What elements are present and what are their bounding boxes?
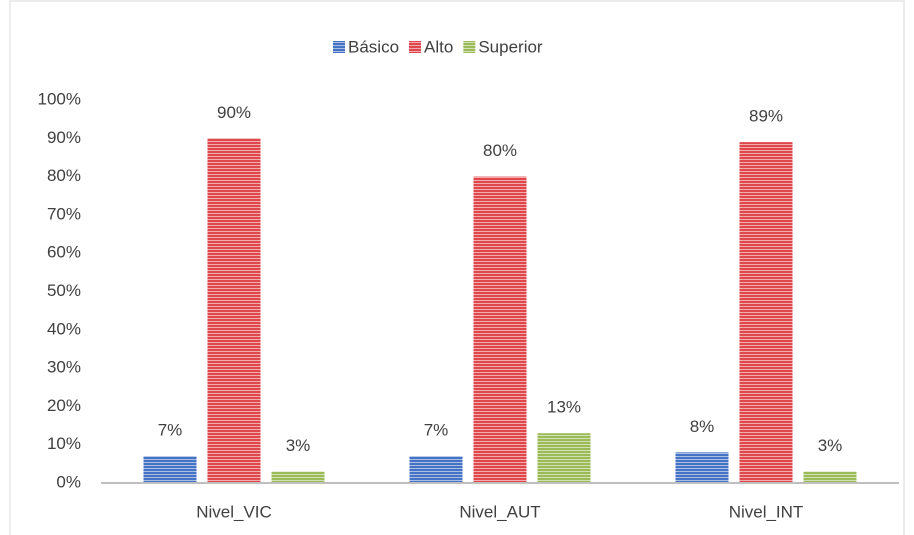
legend-swatch — [409, 41, 422, 53]
value-label: 80% — [483, 141, 517, 160]
legend-swatch — [463, 41, 476, 53]
bar — [803, 471, 857, 483]
y-tick-label: 80% — [47, 166, 81, 185]
legend-label: Superior — [478, 37, 543, 56]
value-label: 3% — [286, 436, 311, 455]
y-tick-label: 70% — [47, 204, 81, 223]
x-tick-label: Nivel_AUT — [459, 502, 540, 521]
chart-border — [9, 0, 905, 535]
y-tick-label: 20% — [47, 396, 81, 415]
y-tick-label: 0% — [56, 472, 81, 491]
bar — [207, 138, 261, 484]
y-tick-label: 30% — [47, 358, 81, 377]
y-tick-label: 40% — [47, 319, 81, 338]
legend-label: Básico — [348, 37, 399, 56]
bar — [537, 433, 591, 483]
y-tick-label: 100% — [38, 89, 81, 108]
y-tick-label: 50% — [47, 281, 81, 300]
y-tick-label: 60% — [47, 243, 81, 262]
y-tick-label: 10% — [47, 434, 81, 453]
x-tick-label: Nivel_INT — [729, 502, 804, 521]
value-label: 7% — [158, 421, 183, 440]
x-tick-label: Nivel_VIC — [196, 502, 272, 521]
value-label: 13% — [547, 398, 581, 417]
bar — [271, 471, 325, 483]
legend: Básico Alto Superior — [333, 37, 543, 56]
value-label: 89% — [749, 107, 783, 126]
bar — [143, 456, 197, 483]
value-label: 7% — [424, 421, 449, 440]
y-tick-label: 90% — [47, 128, 81, 147]
bar — [473, 176, 527, 483]
value-label: 3% — [818, 436, 843, 455]
legend-label: Alto — [424, 37, 453, 56]
bar — [409, 456, 463, 483]
legend-swatch — [333, 41, 345, 53]
bar — [675, 452, 729, 483]
bar — [739, 142, 793, 483]
value-label: 90% — [217, 103, 251, 122]
value-label: 8% — [690, 417, 715, 436]
